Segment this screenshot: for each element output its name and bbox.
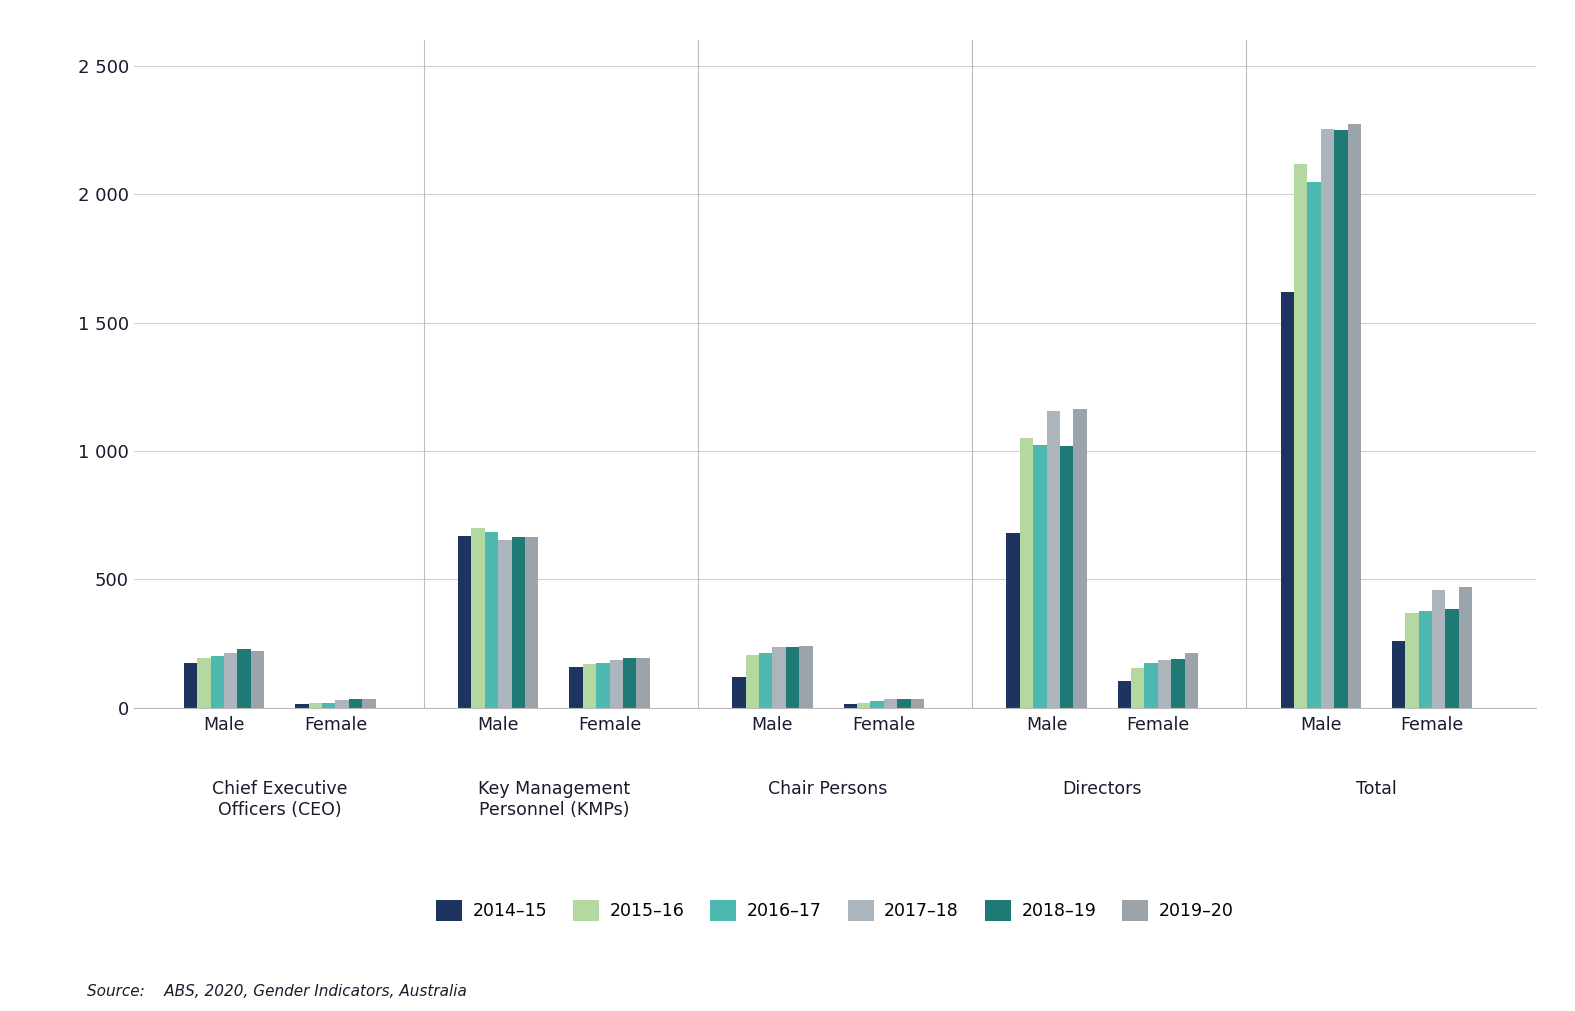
Bar (524, 537, 539, 708)
Bar (745, 655, 759, 708)
Bar (362, 699, 375, 708)
Text: Chair Persons: Chair Persons (769, 779, 888, 798)
Bar (799, 646, 813, 708)
Bar (485, 532, 498, 708)
Bar (1432, 589, 1446, 708)
Bar (1419, 612, 1432, 708)
Bar (1118, 680, 1131, 708)
Bar (1184, 652, 1199, 708)
Bar (624, 658, 636, 708)
Text: Source:    ABS, 2020, Gender Indicators, Australia: Source: ABS, 2020, Gender Indicators, Au… (87, 984, 466, 999)
Bar (1060, 446, 1073, 708)
Bar (569, 666, 583, 708)
Bar (583, 664, 597, 708)
Bar (250, 651, 265, 708)
Bar (1458, 587, 1473, 708)
Bar (321, 703, 335, 708)
Bar (597, 663, 610, 708)
Bar (1392, 641, 1405, 708)
Bar (1446, 609, 1458, 708)
Bar (309, 703, 321, 708)
Bar (295, 704, 309, 708)
Legend: 2014–15, 2015–16, 2016–17, 2017–18, 2018–19, 2019–20: 2014–15, 2015–16, 2016–17, 2017–18, 2018… (428, 893, 1241, 928)
Bar (1295, 164, 1307, 708)
Bar (211, 656, 224, 708)
Bar (1280, 292, 1295, 708)
Bar (610, 660, 624, 708)
Bar (224, 652, 238, 708)
Bar (498, 540, 512, 708)
Bar (910, 699, 925, 708)
Bar (1172, 659, 1184, 708)
Bar (471, 528, 485, 708)
Bar (1006, 533, 1019, 708)
Bar (898, 699, 910, 708)
Bar (1321, 129, 1334, 708)
Bar (1033, 445, 1046, 708)
Bar (238, 649, 250, 708)
Bar (335, 700, 348, 708)
Bar (844, 704, 857, 708)
Bar (1131, 668, 1145, 708)
Bar (1046, 411, 1060, 708)
Bar (1145, 663, 1158, 708)
Bar (732, 677, 745, 708)
Bar (512, 537, 524, 708)
Bar (1019, 438, 1033, 708)
Bar (1073, 408, 1087, 708)
Bar (184, 663, 197, 708)
Bar (772, 647, 786, 708)
Bar (1405, 613, 1419, 708)
Bar (197, 657, 211, 708)
Bar (857, 703, 871, 708)
Bar (871, 701, 884, 708)
Bar (348, 699, 362, 708)
Bar (458, 536, 471, 708)
Bar (1348, 124, 1361, 708)
Bar (1334, 130, 1348, 708)
Bar (884, 699, 898, 708)
Bar (636, 658, 650, 708)
Bar (786, 647, 799, 708)
Text: Chief Executive
Officers (CEO): Chief Executive Officers (CEO) (213, 779, 348, 819)
Bar (1307, 182, 1321, 708)
Bar (1158, 660, 1172, 708)
Text: Key Management
Personnel (KMPs): Key Management Personnel (KMPs) (477, 779, 630, 819)
Bar (759, 652, 772, 708)
Text: Total: Total (1356, 779, 1397, 798)
Text: Directors: Directors (1063, 779, 1142, 798)
